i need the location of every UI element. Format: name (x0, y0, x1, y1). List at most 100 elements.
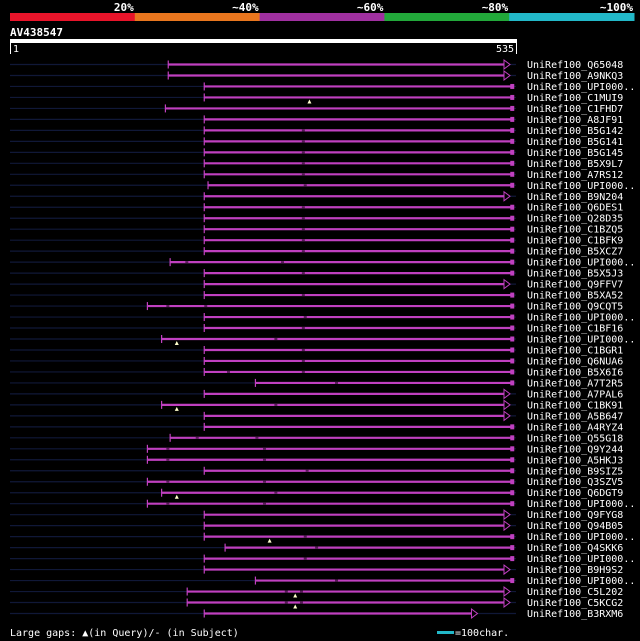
hit-end-cap (510, 336, 515, 342)
hit-label: UniRef100_B5G142 (527, 126, 623, 137)
hit-row: UniRef100_Q55G18 (10, 433, 623, 444)
hit-end-cap (510, 127, 515, 133)
subject-gap-marker (274, 491, 278, 494)
subject-gap-marker (195, 436, 199, 439)
hit-label: UniRef100_Q6DGT9 (527, 488, 623, 499)
subject-gap-marker (301, 348, 305, 351)
hit-row: UniRef100_C1BF16 (10, 324, 623, 335)
subject-gap-marker (226, 370, 230, 373)
hit-arrow-end (503, 520, 511, 532)
subject-gap-marker (255, 436, 259, 439)
hit-label: UniRef100_Q65048 (527, 60, 623, 71)
hit-label: UniRef100_UPI000.. (527, 576, 635, 587)
identity-scale-labels: 20% ~40% ~60% ~80% ~100% (114, 1, 633, 14)
hit-end-cap (510, 83, 515, 89)
hit-arrow-end (503, 69, 511, 81)
hit-end-cap (510, 479, 515, 485)
hit-end-cap (510, 578, 515, 584)
subject-gap-marker (303, 557, 307, 560)
hit-label: UniRef100_B5G141 (527, 137, 623, 148)
hit-label: UniRef100_C1BK91 (527, 400, 623, 411)
hit-row: UniRef100_B9H9S2 (10, 564, 623, 576)
hit-row: UniRef100_Q3SZV5 (10, 477, 623, 488)
hit-row: UniRef100_UPI000.. (10, 313, 635, 324)
hit-label: UniRef100_B3RXM6 (527, 609, 623, 620)
hit-label: UniRef100_C1FHD7 (527, 104, 623, 115)
hit-row: UniRef100_B5X9L7 (10, 159, 623, 170)
hit-label: UniRef100_B5X5J3 (527, 269, 623, 280)
subject-gap-marker (274, 403, 278, 406)
hit-label: UniRef100_C1BZQ5 (527, 225, 623, 236)
gap-legend: Large gaps: ▲(in Query)/- (in Subject) (10, 628, 239, 639)
subject-gap-marker (315, 546, 319, 549)
query-gap-marker (293, 604, 298, 609)
hit-row: UniRef100_B5X5J3 (10, 269, 623, 280)
scale-segment (134, 13, 261, 21)
hit-arrow-end (503, 399, 511, 411)
hit-end-cap (510, 116, 515, 122)
hit-arrow-end (503, 509, 511, 521)
query-gap-marker (293, 593, 298, 598)
hit-label: UniRef100_B9N204 (527, 192, 623, 203)
scale-segment (509, 13, 635, 21)
hit-end-cap (510, 380, 515, 386)
query-start: 1 (13, 44, 19, 55)
hit-row: UniRef100_B3RXM6 (10, 608, 623, 620)
hit-label: UniRef100_Q9Y244 (527, 444, 623, 455)
hit-row: UniRef100_A7RS12 (10, 170, 623, 181)
hit-end-cap (510, 292, 515, 298)
subject-gap-marker (301, 140, 305, 143)
hit-label: UniRef100_C5KCG2 (527, 598, 623, 609)
subject-gap-marker (301, 217, 305, 220)
hit-end-cap (510, 105, 515, 111)
query-gap-marker (267, 538, 272, 543)
hit-end-cap (510, 215, 515, 221)
hit-end-cap (510, 369, 515, 375)
hit-label: UniRef100_Q9FYG8 (527, 510, 623, 521)
hit-arrow-end (503, 597, 511, 609)
subject-gap-marker (281, 261, 285, 264)
subject-gap-marker (263, 502, 266, 505)
hit-label: UniRef100_Q94B05 (527, 521, 623, 532)
subject-gap-marker (204, 305, 208, 308)
subject-gap-marker (301, 162, 305, 165)
hit-label: UniRef100_B9SIZ5 (527, 466, 623, 477)
subject-gap-marker (166, 305, 170, 308)
hit-row: UniRef100_Q94B05 (10, 520, 623, 532)
hit-row: UniRef100_A5HKJ3 (10, 455, 623, 466)
hit-row: UniRef100_UPI000.. (10, 82, 635, 93)
hit-end-cap (510, 314, 515, 320)
subject-gap-marker (301, 272, 305, 275)
hit-row: UniRef100_UPI000.. (10, 576, 635, 587)
hit-row: UniRef100_A7T2R5 (10, 378, 623, 389)
hit-end-cap (510, 303, 515, 309)
subject-gap-marker (335, 381, 339, 384)
hit-row: UniRef100_UPI000.. (10, 335, 635, 346)
scale-segment (384, 13, 510, 21)
hit-end-cap (510, 325, 515, 331)
hit-end-cap (510, 501, 515, 507)
subject-gap-marker (303, 535, 307, 538)
hit-row: UniRef100_C1BFK9 (10, 236, 623, 247)
query-gap-marker (174, 406, 179, 411)
hit-label: UniRef100_C1BF16 (527, 324, 623, 335)
hit-label: UniRef100_B5XCZ7 (527, 247, 623, 258)
hit-row: UniRef100_A4RYZ4 (10, 422, 623, 433)
subject-gap-marker (166, 502, 170, 505)
hit-arrow-end (503, 586, 511, 598)
hit-label: UniRef100_Q9CQT5 (527, 302, 623, 313)
subject-gap-marker (299, 601, 303, 604)
hit-arrow-end (503, 190, 511, 202)
hit-row: UniRef100_C1BZQ5 (10, 225, 623, 236)
hit-end-cap (510, 259, 515, 265)
subject-gap-marker (274, 338, 278, 340)
hit-label: UniRef100_Q6NUA6 (527, 356, 623, 367)
hit-row: UniRef100_Q6DGT9 (10, 488, 623, 499)
hit-row: UniRef100_B5X6I6 (10, 367, 623, 378)
subject-gap-marker (263, 458, 266, 461)
hit-end-cap (510, 446, 515, 452)
hit-label: UniRef100_UPI000.. (527, 532, 635, 543)
hit-end-cap (510, 468, 515, 474)
subject-gap-marker (263, 447, 266, 450)
hit-row: UniRef100_A5B647 (10, 410, 623, 422)
